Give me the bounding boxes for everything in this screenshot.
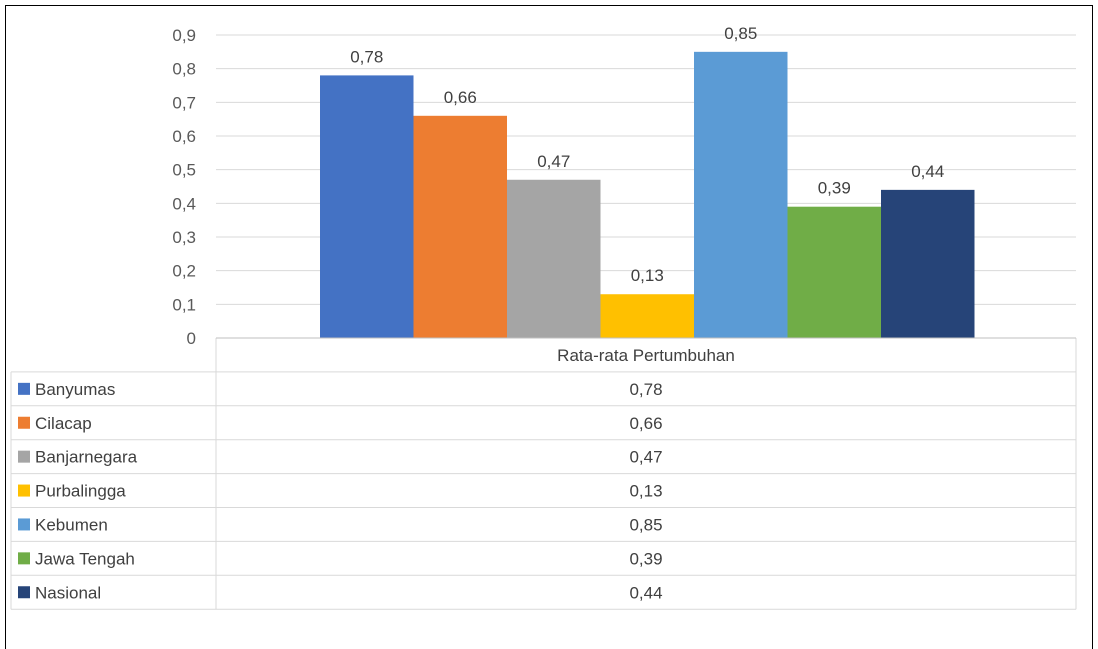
category-label: Rata-rata Pertumbuhan	[557, 346, 735, 365]
data-label: 0,39	[818, 179, 851, 198]
bar-banjarnegara	[507, 179, 601, 338]
bar-banyumas	[320, 75, 414, 339]
legend-key	[18, 586, 30, 599]
legend-name: Banjarnegara	[35, 448, 138, 467]
y-tick-label: 0,7	[172, 93, 196, 112]
legend-key	[18, 484, 30, 497]
legend-key	[18, 552, 30, 565]
data-table: Rata-rata Pertumbuhan Banyumas 0,78 Cilaca…	[10, 337, 1077, 610]
bar-purbalingga	[600, 294, 694, 338]
y-tick-label: 0	[187, 329, 196, 348]
data-label: 0,44	[911, 162, 944, 181]
legend-name: Banyumas	[35, 380, 115, 399]
table-value: 0,13	[629, 482, 662, 501]
y-tick-label: 0,9	[172, 26, 196, 45]
data-label: 0,47	[537, 152, 570, 171]
bars	[320, 51, 975, 339]
legend-key	[18, 416, 30, 429]
y-tick-label: 0,4	[172, 194, 196, 213]
y-axis: 0 0,1 0,2 0,3 0,4 0,5 0,6 0,7 0,8 0,9	[172, 26, 196, 348]
y-tick-label: 0,6	[172, 127, 196, 146]
legend-name: Cilacap	[35, 414, 92, 433]
legend-name: Nasional	[35, 583, 101, 602]
table-value: 0,66	[629, 414, 662, 433]
legend-key	[18, 518, 30, 531]
y-tick-label: 0,5	[172, 161, 196, 180]
table-value: 0,78	[629, 380, 662, 399]
table-value: 0,47	[629, 448, 662, 467]
data-label: 0,78	[350, 47, 383, 66]
table-value: 0,85	[629, 515, 662, 534]
data-label: 0,85	[724, 24, 757, 43]
legend-name: Jawa Tengah	[35, 549, 135, 568]
bar-jawa-tengah	[787, 206, 881, 338]
y-tick-label: 0,2	[172, 262, 196, 281]
table-value: 0,44	[629, 583, 662, 602]
bar-nasional	[881, 189, 975, 338]
bar-cilacap	[413, 115, 507, 338]
y-tick-label: 0,3	[172, 228, 196, 247]
legend-name: Purbalingga	[35, 482, 126, 501]
y-tick-label: 0,1	[172, 295, 196, 314]
chart-frame	[5, 5, 1093, 649]
data-labels: 0,78 0,66 0,47 0,13 0,85 0,39 0,44	[350, 24, 944, 285]
table-value: 0,39	[629, 549, 662, 568]
y-tick-label: 0,8	[172, 60, 196, 79]
data-label: 0,13	[631, 266, 664, 285]
bar-kebumen	[694, 51, 788, 338]
legend-key	[18, 382, 30, 395]
legend-name: Kebumen	[35, 515, 108, 534]
data-label: 0,66	[444, 88, 477, 107]
legend-key	[18, 450, 30, 463]
